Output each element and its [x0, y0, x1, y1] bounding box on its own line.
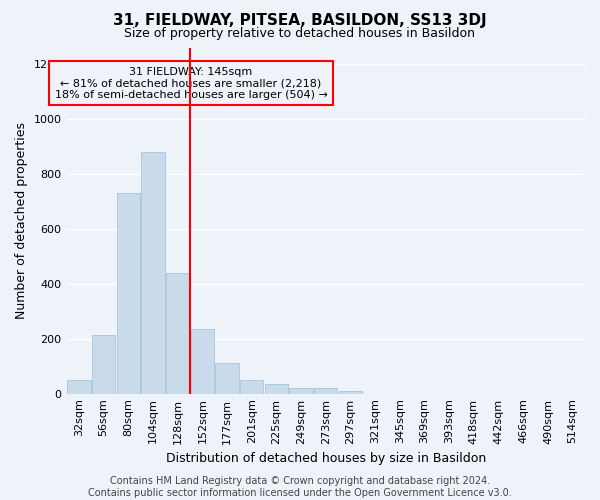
Bar [92, 334, 115, 394]
Bar [116, 193, 140, 394]
Bar [265, 384, 288, 394]
Bar [289, 388, 313, 394]
Bar [141, 152, 164, 394]
Bar [314, 388, 337, 394]
Bar [191, 329, 214, 394]
Text: Contains HM Land Registry data © Crown copyright and database right 2024.
Contai: Contains HM Land Registry data © Crown c… [88, 476, 512, 498]
Y-axis label: Number of detached properties: Number of detached properties [15, 122, 28, 319]
Bar [67, 380, 91, 394]
Text: 31 FIELDWAY: 145sqm
← 81% of detached houses are smaller (2,218)
18% of semi-det: 31 FIELDWAY: 145sqm ← 81% of detached ho… [55, 66, 328, 100]
Text: Size of property relative to detached houses in Basildon: Size of property relative to detached ho… [125, 28, 476, 40]
X-axis label: Distribution of detached houses by size in Basildon: Distribution of detached houses by size … [166, 452, 486, 465]
Text: 31, FIELDWAY, PITSEA, BASILDON, SS13 3DJ: 31, FIELDWAY, PITSEA, BASILDON, SS13 3DJ [113, 12, 487, 28]
Bar [215, 364, 239, 394]
Bar [240, 380, 263, 394]
Bar [339, 391, 362, 394]
Bar [166, 273, 190, 394]
